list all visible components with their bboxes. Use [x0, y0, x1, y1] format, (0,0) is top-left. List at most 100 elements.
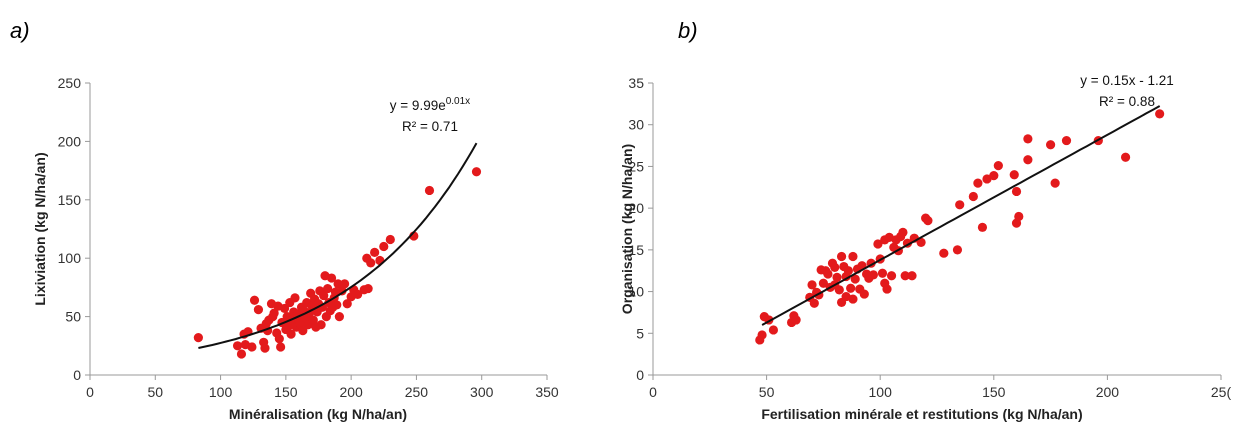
data-point — [898, 227, 908, 237]
y-tick-label: 250 — [58, 75, 82, 91]
x-tick-label: 100 — [869, 384, 893, 400]
y-axis-title-b: Organisation (kg N/ha/an) — [619, 144, 635, 314]
data-point — [836, 251, 847, 262]
x-tick-label: 200 — [1096, 384, 1120, 400]
data-point — [471, 167, 482, 177]
data-point — [832, 272, 842, 282]
data-point — [886, 271, 897, 281]
data-point — [968, 191, 978, 202]
data-point — [757, 330, 767, 340]
y-tick-label: 25 — [628, 158, 644, 174]
data-point — [424, 185, 435, 196]
data-point — [1061, 135, 1072, 146]
data-point — [982, 174, 992, 184]
data-point — [276, 342, 286, 352]
y-tick-label: 200 — [58, 133, 82, 149]
data-point — [1023, 155, 1033, 165]
y-tick-label: 30 — [628, 117, 644, 133]
data-point — [290, 293, 300, 303]
x-axis-title-a: Minéralisation (kg N/ha/an) — [229, 406, 407, 422]
data-point — [916, 237, 926, 247]
x-tick-label: 200 — [339, 384, 363, 400]
data-point — [323, 283, 333, 294]
data-point — [337, 286, 347, 296]
data-point — [319, 290, 329, 301]
data-point — [247, 342, 257, 352]
y-tick-label: 20 — [628, 200, 644, 216]
data-point — [848, 294, 858, 304]
x-tick-label: 25( — [1211, 384, 1232, 400]
data-point — [977, 222, 988, 232]
x-tick-label: 100 — [209, 384, 233, 400]
y-tick-label: 5 — [636, 325, 644, 341]
data-point — [1046, 140, 1056, 150]
trendline-a — [198, 142, 478, 349]
data-point — [1155, 109, 1165, 119]
data-point — [939, 248, 949, 258]
data-point — [1023, 134, 1033, 144]
data-point — [834, 285, 844, 295]
y-tick-label: 0 — [73, 367, 81, 383]
data-point — [308, 315, 318, 325]
data-point — [366, 258, 376, 268]
x-tick-label: 50 — [147, 384, 163, 400]
data-point — [334, 312, 344, 322]
data-point — [873, 239, 883, 249]
y-tick-label: 15 — [628, 242, 644, 258]
data-point — [253, 304, 264, 315]
y-axis-title-a: Lixiviation (kg N/ha/an) — [32, 152, 48, 305]
data-point — [379, 241, 389, 252]
data-point — [877, 268, 888, 278]
data-point — [1009, 170, 1019, 180]
data-point — [907, 271, 917, 281]
data-point — [260, 343, 270, 353]
y-tick-label: 0 — [636, 367, 644, 383]
data-point — [340, 279, 350, 289]
r-squared-label-b: R² = 0.88 — [1099, 94, 1155, 109]
x-axis-title-b: Fertilisation minérale et restitutions (… — [761, 406, 1082, 422]
y-tick-label: 10 — [628, 284, 644, 300]
trendline-b — [761, 105, 1161, 326]
data-point — [846, 283, 856, 293]
data-point — [989, 171, 999, 181]
x-tick-label: 350 — [535, 384, 559, 400]
data-point — [1050, 178, 1060, 188]
x-tick-label: 0 — [649, 384, 657, 400]
x-tick-label: 150 — [274, 384, 298, 400]
data-point — [823, 269, 833, 279]
data-point — [232, 341, 243, 351]
data-point — [807, 280, 817, 290]
data-point — [353, 289, 363, 300]
data-point — [830, 262, 840, 272]
x-tick-label: 50 — [759, 384, 775, 400]
data-point — [333, 279, 343, 289]
panel-label-a: a) — [10, 18, 30, 43]
data-point — [993, 160, 1003, 171]
data-point — [286, 329, 296, 339]
trendline-equation-b: y = 0.15x - 1.21 — [1080, 73, 1173, 88]
data-point — [332, 300, 342, 310]
data-point — [955, 200, 965, 210]
x-tick-label: 150 — [982, 384, 1006, 400]
data-point — [868, 270, 878, 280]
data-point — [1014, 211, 1024, 222]
y-tick-label: 100 — [58, 250, 82, 266]
data-point — [1120, 152, 1131, 162]
y-tick-label: 150 — [58, 192, 82, 208]
data-point — [316, 320, 326, 330]
data-point — [768, 325, 779, 335]
data-point — [900, 271, 910, 281]
data-point — [882, 284, 892, 294]
data-point — [342, 299, 352, 309]
x-tick-label: 0 — [86, 384, 94, 400]
data-point — [791, 315, 801, 325]
data-point — [809, 298, 819, 308]
r-squared-label-a: R² = 0.71 — [402, 119, 458, 134]
data-point — [363, 283, 373, 294]
data-point — [843, 266, 853, 276]
y-tick-label: 50 — [65, 309, 81, 325]
data-point — [859, 289, 869, 299]
data-point — [1011, 186, 1022, 197]
